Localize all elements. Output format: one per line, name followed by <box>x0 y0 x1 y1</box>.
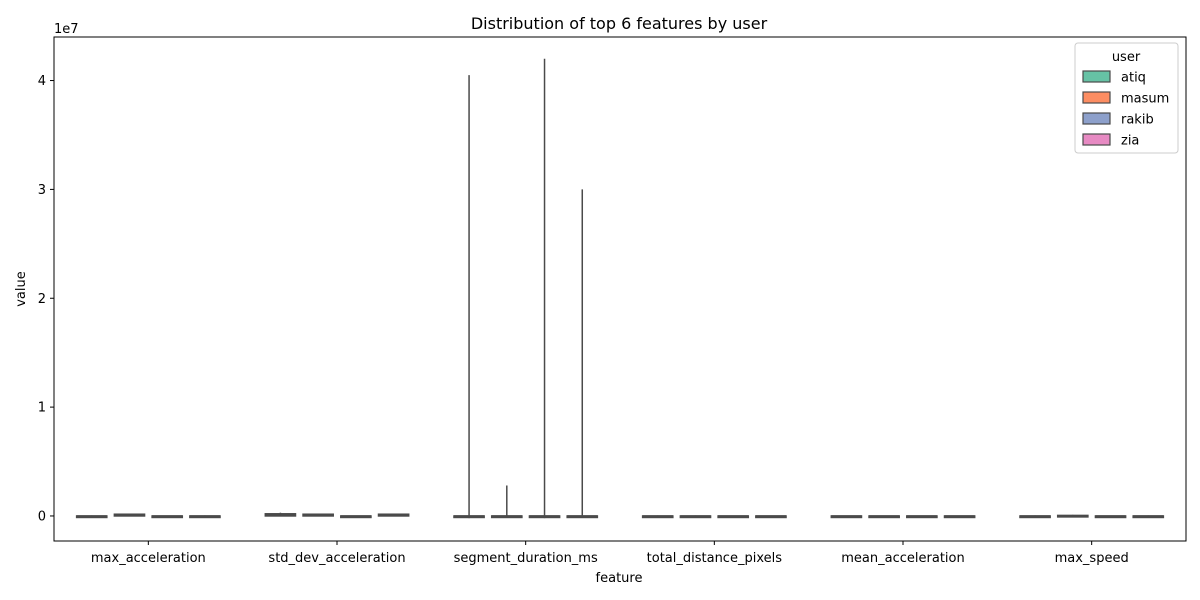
box-rakib <box>1094 515 1127 519</box>
x-tick-label: segment_duration_ms <box>454 551 598 566</box>
y-axis-label: value <box>14 271 29 307</box>
x-tick-label: total_distance_pixels <box>647 551 783 566</box>
box-rakib <box>906 515 938 519</box>
legend-swatch <box>1082 112 1111 125</box>
box-atiq <box>453 75 485 519</box>
y-axis: 0 1 2 3 4 <box>38 74 54 524</box>
x-axis: max_acceleration std_dev_acceleration segm… <box>91 541 1129 566</box>
y-scale-label: 1e7 <box>54 22 79 37</box>
box-atiq <box>75 515 108 519</box>
plot-marks <box>75 58 1165 519</box>
x-tick-label: std_dev_acceleration <box>268 551 405 566</box>
box-rakib <box>151 515 184 519</box>
y-tick-label: 2 <box>38 292 46 307</box>
box-zia <box>189 515 221 519</box>
legend-title: user <box>1112 50 1141 65</box>
plot-frame <box>53 36 1187 542</box>
box-masum <box>490 485 523 519</box>
box-rakib <box>340 515 372 519</box>
x-axis-label: feature <box>596 571 643 586</box>
box-atiq <box>1019 515 1051 519</box>
box-zia <box>755 515 787 519</box>
box-atiq <box>641 515 674 519</box>
legend-swatch <box>1082 70 1111 83</box>
legend-swatch <box>1082 91 1111 104</box>
box-atiq <box>264 512 297 517</box>
box-masum <box>302 513 334 517</box>
box-masum <box>679 515 712 519</box>
box-zia <box>377 513 410 517</box>
x-tick-label: mean_acceleration <box>841 551 964 566</box>
legend: user atiq masum rakib zia <box>1074 42 1179 154</box>
box-masum <box>868 515 900 519</box>
y-tick-label: 1 <box>38 401 46 416</box>
chart-title: Distribution of top 6 features by user <box>471 14 768 33</box>
legend-label: rakib <box>1121 113 1154 128</box>
box-zia <box>1132 515 1165 519</box>
box-zia <box>566 189 599 519</box>
y-tick-label: 0 <box>38 509 46 524</box>
legend-label: zia <box>1121 134 1139 149</box>
y-tick-label: 4 <box>38 74 46 89</box>
box-masum <box>113 513 146 517</box>
legend-swatch <box>1082 133 1111 146</box>
box-rakib <box>717 515 750 519</box>
box-masum <box>1056 514 1089 518</box>
y-tick-label: 3 <box>38 183 46 198</box>
box-zia <box>943 515 976 519</box>
x-tick-label: max_speed <box>1055 551 1129 566</box>
box-atiq <box>830 515 863 519</box>
x-tick-label: max_acceleration <box>91 551 206 566</box>
box-rakib <box>528 58 561 519</box>
legend-label: atiq <box>1121 71 1146 86</box>
legend-label: masum <box>1121 92 1169 107</box>
